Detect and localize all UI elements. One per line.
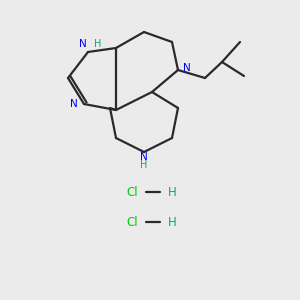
Text: N: N (70, 99, 78, 109)
Text: Cl: Cl (126, 215, 138, 229)
Text: H: H (140, 160, 148, 170)
Text: Cl: Cl (126, 185, 138, 199)
Text: N: N (140, 152, 148, 162)
Text: H: H (168, 215, 177, 229)
Text: N: N (79, 39, 87, 49)
Text: H: H (168, 185, 177, 199)
Text: H: H (94, 39, 101, 49)
Text: N: N (183, 63, 191, 73)
